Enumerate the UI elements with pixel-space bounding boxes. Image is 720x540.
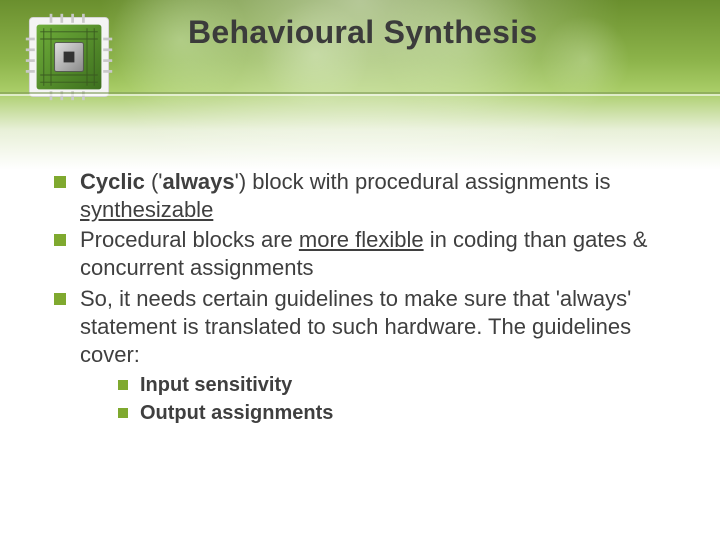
bullet-item: Procedural blocks are more flexible in c…: [54, 226, 680, 282]
slide-body: Cyclic ('always') block with procedural …: [54, 168, 680, 428]
sub-bullet-item: Input sensitivity: [118, 373, 680, 399]
text-run: Cyclic: [80, 169, 145, 194]
sub-bullet-item: Output assignments: [118, 401, 680, 427]
bullet-list: Cyclic ('always') block with procedural …: [54, 168, 680, 426]
text-run: synthesizable: [80, 197, 213, 222]
title-underline: [0, 92, 720, 96]
sub-bullet-list: Input sensitivityOutput assignments: [118, 373, 680, 426]
bullet-item: So, it needs certain guidelines to make …: [54, 285, 680, 427]
text-run: always: [162, 169, 234, 194]
bullet-item: Cyclic ('always') block with procedural …: [54, 168, 680, 224]
slide: Behavioural Synthesis Cyclic ('always') …: [0, 0, 720, 540]
text-run: more flexible: [299, 227, 424, 252]
slide-title: Behavioural Synthesis: [188, 14, 538, 51]
chip-icon: [24, 12, 114, 102]
